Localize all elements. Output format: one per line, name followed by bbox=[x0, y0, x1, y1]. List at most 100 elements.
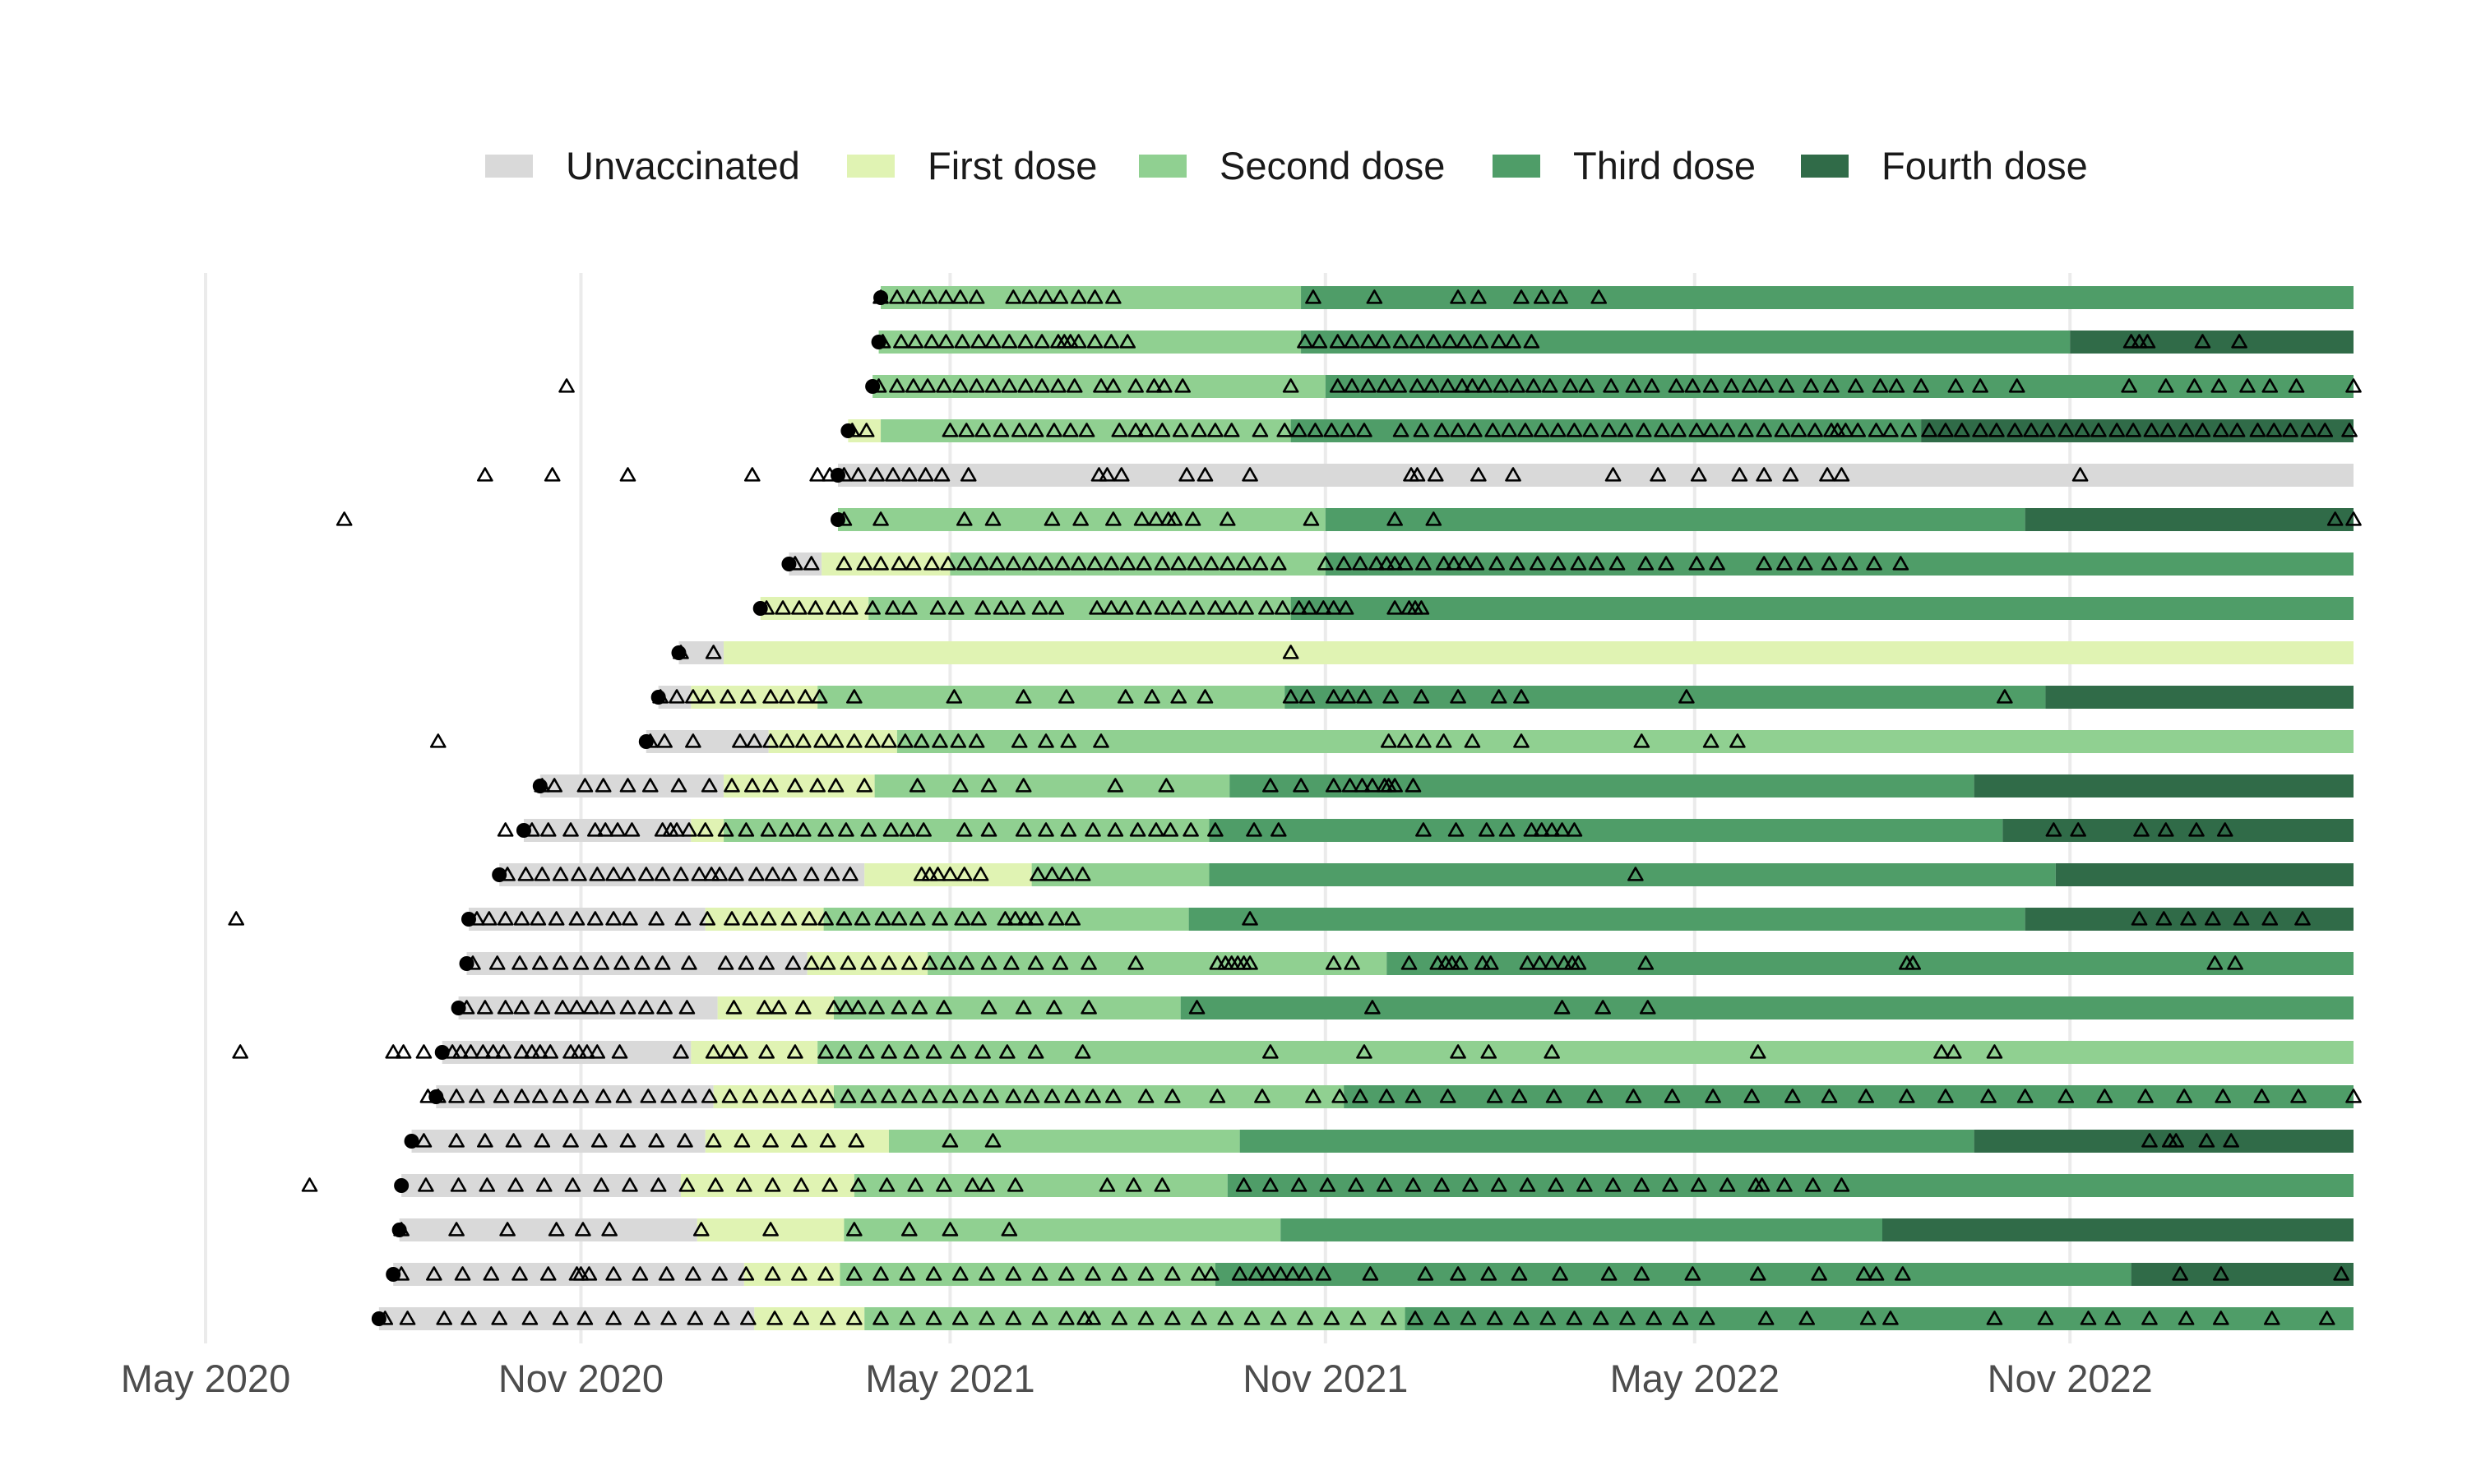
event-marker bbox=[856, 556, 873, 571]
event-marker bbox=[595, 1089, 612, 1103]
event-marker bbox=[979, 1311, 995, 1325]
event-marker bbox=[1315, 600, 1332, 615]
event-marker bbox=[1154, 600, 1171, 615]
event-marker bbox=[1544, 955, 1560, 970]
event-marker bbox=[1549, 423, 1567, 437]
event-marker bbox=[764, 1266, 781, 1281]
event-marker bbox=[1270, 822, 1287, 837]
event-marker bbox=[1048, 600, 1065, 615]
event-marker bbox=[469, 1089, 485, 1103]
event-marker bbox=[1490, 334, 1507, 349]
event-marker bbox=[1046, 423, 1062, 437]
x-tick-label: Nov 2022 bbox=[1988, 1357, 2153, 1400]
event-marker bbox=[2125, 423, 2141, 437]
event-marker bbox=[1505, 467, 1521, 482]
event-marker bbox=[1290, 1177, 1308, 1192]
event-marker bbox=[1898, 1089, 1915, 1103]
event-marker bbox=[951, 289, 969, 304]
event-marker bbox=[480, 911, 498, 926]
event-marker bbox=[1099, 467, 1116, 482]
event-marker bbox=[572, 955, 590, 970]
event-marker bbox=[1604, 1177, 1622, 1192]
bar-segment-third bbox=[1280, 1218, 1882, 1241]
event-marker bbox=[1137, 423, 1155, 437]
event-marker bbox=[849, 467, 867, 482]
event-marker bbox=[1368, 556, 1385, 571]
event-marker bbox=[2227, 955, 2243, 970]
event-marker bbox=[1396, 733, 1414, 748]
event-marker bbox=[1007, 1177, 1024, 1192]
event-marker bbox=[1174, 378, 1191, 393]
event-marker bbox=[1311, 334, 1328, 349]
start-marker bbox=[451, 1001, 466, 1015]
event-marker bbox=[868, 467, 885, 482]
event-marker bbox=[758, 1044, 775, 1059]
event-marker bbox=[1803, 378, 1819, 393]
bar-segment-third bbox=[1215, 1263, 2131, 1286]
event-marker bbox=[687, 1311, 704, 1325]
event-marker bbox=[1341, 778, 1358, 793]
event-marker bbox=[1509, 556, 1525, 571]
event-marker bbox=[1753, 1177, 1770, 1192]
event-marker bbox=[1633, 733, 1650, 748]
event-marker bbox=[586, 911, 604, 926]
event-marker bbox=[742, 1089, 759, 1103]
event-marker bbox=[1819, 467, 1835, 482]
event-marker bbox=[1705, 1089, 1721, 1103]
event-marker bbox=[775, 600, 791, 615]
event-marker bbox=[488, 955, 506, 970]
bar-segment-second bbox=[950, 552, 1326, 576]
event-marker bbox=[937, 334, 955, 349]
event-marker bbox=[1105, 289, 1122, 304]
event-marker bbox=[743, 467, 761, 482]
event-marker bbox=[743, 778, 761, 793]
event-marker bbox=[1380, 733, 1397, 748]
event-marker bbox=[1196, 689, 1214, 704]
event-marker bbox=[568, 1000, 586, 1015]
timeline-row bbox=[301, 1174, 2354, 1197]
event-marker bbox=[1627, 867, 1644, 881]
event-marker bbox=[1009, 600, 1026, 615]
event-marker bbox=[419, 1089, 437, 1103]
event-marker bbox=[415, 1044, 433, 1059]
event-marker bbox=[1433, 423, 1451, 437]
event-marker bbox=[377, 1311, 394, 1325]
event-marker bbox=[1274, 600, 1291, 615]
event-marker bbox=[1953, 423, 1970, 437]
event-marker bbox=[932, 911, 948, 926]
event-marker bbox=[583, 1000, 599, 1015]
legend-entry-unvaccinated: Unvaccinated bbox=[485, 144, 800, 187]
event-marker bbox=[1637, 556, 1655, 571]
event-marker bbox=[878, 1177, 896, 1192]
event-marker bbox=[1301, 600, 1317, 615]
event-marker bbox=[1270, 1311, 1287, 1325]
event-marker bbox=[2253, 1089, 2270, 1103]
event-marker bbox=[1356, 423, 1372, 437]
event-marker bbox=[984, 511, 1002, 526]
event-marker bbox=[605, 1266, 622, 1281]
event-marker bbox=[897, 733, 914, 748]
event-marker bbox=[907, 1177, 924, 1192]
event-marker bbox=[728, 867, 744, 881]
event-marker bbox=[1741, 378, 1758, 393]
event-marker bbox=[613, 955, 630, 970]
event-marker bbox=[956, 867, 973, 881]
event-marker bbox=[1749, 1266, 1766, 1281]
event-marker bbox=[803, 867, 820, 881]
event-marker bbox=[1164, 1266, 1181, 1281]
event-marker bbox=[734, 1133, 751, 1148]
event-marker bbox=[1354, 778, 1371, 793]
event-marker bbox=[1702, 378, 1719, 393]
event-marker bbox=[1325, 778, 1342, 793]
event-marker bbox=[1849, 423, 1867, 437]
start-marker bbox=[394, 1178, 410, 1193]
event-marker bbox=[1702, 733, 1719, 748]
event-marker bbox=[791, 600, 808, 615]
event-marker bbox=[1866, 556, 1882, 571]
event-marker bbox=[637, 1000, 655, 1015]
event-marker bbox=[572, 1089, 590, 1103]
event-marker bbox=[705, 1044, 722, 1059]
event-marker bbox=[993, 600, 1010, 615]
event-marker bbox=[707, 1177, 724, 1192]
